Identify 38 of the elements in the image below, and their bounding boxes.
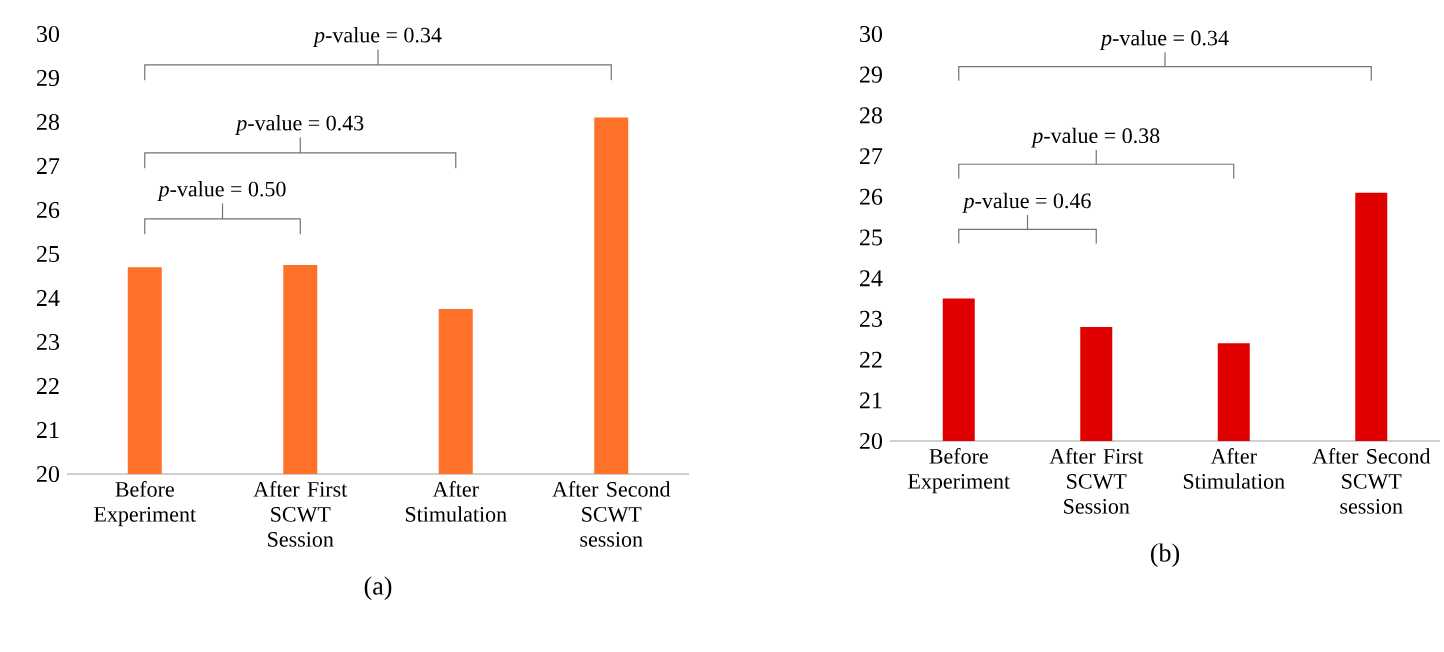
y-tick-label: 25 bbox=[37, 245, 60, 263]
text: (a) bbox=[364, 576, 392, 601]
y-tick-label: 22 bbox=[37, 378, 59, 394]
y-tick-label: 21 bbox=[860, 392, 882, 409]
y-tick-label: 26 bbox=[860, 188, 883, 205]
y-tick-label: 23 bbox=[37, 333, 60, 351]
y-tick-label: 20 bbox=[860, 432, 883, 450]
y-tick-label: 25 bbox=[860, 229, 883, 246]
y-tick-label: 27 bbox=[37, 158, 60, 174]
x-tick-label: After Second SCWT session bbox=[552, 481, 671, 547]
x-tick-label: After First SCWT Session bbox=[1049, 448, 1144, 514]
annotation: p-value = 0.34 bbox=[312, 27, 442, 47]
y-tick-label: 30 bbox=[37, 25, 60, 43]
y-tick-label: 24 bbox=[860, 270, 883, 287]
y-tick-label: 29 bbox=[860, 66, 882, 83]
y-tick-label: 28 bbox=[37, 113, 60, 131]
y-tick-label: 26 bbox=[37, 201, 60, 219]
annotation: p-value = 0.50 bbox=[157, 181, 286, 201]
y-tick-label: 23 bbox=[860, 310, 883, 327]
text: (b) bbox=[1150, 543, 1180, 568]
x-tick-label: Before Experiment bbox=[908, 448, 1010, 494]
x-tick-label: After Stimulation bbox=[405, 481, 507, 522]
x-tick-label: Before Experiment bbox=[94, 481, 196, 527]
x-tick-label: After First SCWT Session bbox=[253, 481, 348, 547]
annotation: p-value = 0.46 bbox=[962, 192, 1091, 213]
annotation: p-value = 0.43 bbox=[235, 115, 364, 135]
y-tick-label: 21 bbox=[37, 422, 59, 438]
x-tick-label: After Stimulation bbox=[1183, 448, 1285, 489]
x-tick-label: After Second SCWT session bbox=[1312, 448, 1431, 514]
annotation: p-value = 0.38 bbox=[1031, 127, 1160, 148]
y-tick-label: 20 bbox=[37, 465, 60, 483]
annotation: p-value = 0.34 bbox=[1099, 29, 1229, 50]
y-tick-label: 29 bbox=[37, 69, 59, 87]
y-tick-label: 28 bbox=[860, 107, 883, 124]
y-tick-label: 22 bbox=[860, 351, 882, 368]
y-tick-label: 24 bbox=[37, 290, 60, 306]
y-tick-label: 30 bbox=[860, 25, 883, 43]
y-tick-label: 27 bbox=[860, 148, 883, 165]
